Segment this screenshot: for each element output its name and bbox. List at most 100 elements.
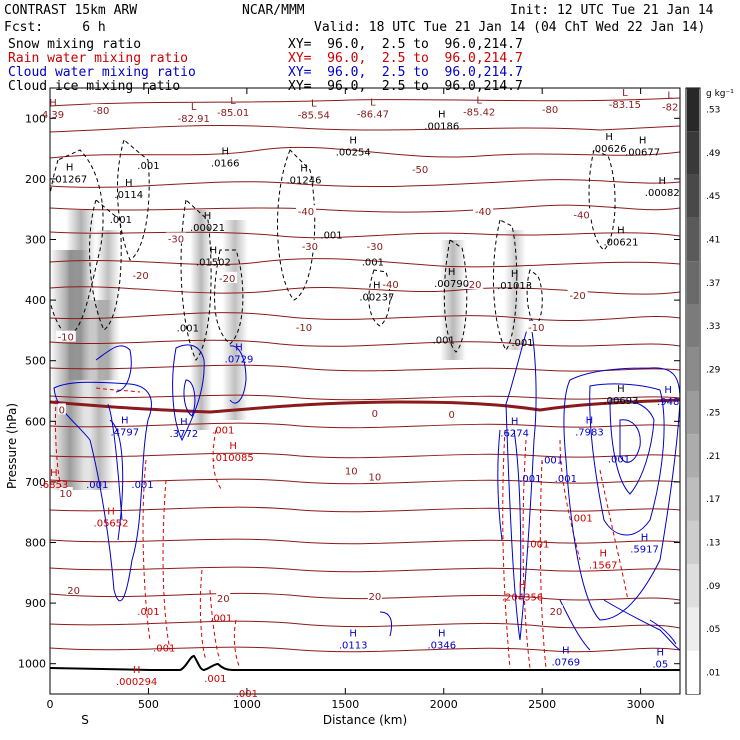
x-tick-label: 2500 [528,698,556,711]
extremum-value: .6853 [40,480,69,491]
isotherm-label-bg [91,104,112,116]
y-tick-label: 1000 [18,658,46,671]
isotherm-label-bg [463,277,484,289]
extremum-value: .0114 [114,190,143,201]
endpoint-left-label: S [81,713,89,727]
isotherm-label: 20 [67,586,80,597]
contour-label: .001 [131,480,153,491]
extremum-value: -85.01 [217,108,249,119]
extremum-marker: H [448,267,456,278]
isotherm [50,146,680,159]
extremum-marker: H [235,343,243,354]
contour-label: .001 [86,480,108,491]
cloud-water-contour [229,345,247,404]
isotherm-label: -20 [219,274,235,285]
contour-label: .001 [519,474,541,485]
isotherms [50,97,680,653]
isotherm-label-bg [370,407,379,419]
cloud-water-contour [559,599,591,651]
rain-contour [95,387,141,393]
field-xy-rain: XY= 96.0, 2.5 to 96.0,214.7 [288,51,523,66]
extremum-marker: H [599,549,607,560]
cloud-water-contour [109,419,124,541]
isotherm [50,364,680,372]
isotherm-label-bg [364,239,385,251]
extremum-marker: L [230,96,236,107]
extremum-marker: H [511,269,519,280]
extremum-value: .000294 [116,677,157,688]
extremum-value: .01246 [286,175,321,186]
cloud-ice-contour [493,219,518,351]
rain-contour [599,469,629,601]
colorbar-label: .17 [706,495,720,505]
extremum-marker: H [617,226,625,237]
extremum-marker: H [133,665,141,676]
cloud-ice-contour [588,149,616,251]
isotherm-label: -20 [569,291,585,302]
init-time: Init: 12 UTC Tue 21 Jan 14 [510,3,714,18]
colorbar-unit: g kg⁻¹ [706,89,734,99]
colorbar-label: .49 [706,149,721,159]
colorbar-swatch [687,650,699,694]
freezing-isotherm [50,398,680,414]
extremum-value: .3772 [170,429,199,440]
extremum-value: -83.15 [609,100,641,111]
isotherm-label: 20 [368,592,381,603]
cloud-water-contour [379,611,393,637]
extremum-marker: H [180,417,188,428]
colorbar-label: .13 [706,539,720,549]
isotherm-label-bg [526,320,547,332]
extremum-value: .00790 [434,279,469,290]
cloud-water-contour [95,345,132,393]
colorbar-swatch [687,434,699,478]
cloud-water-contour [649,619,677,645]
contour-label: .001 [555,474,577,485]
contour-label: .001 [570,513,592,524]
contour-label: .001 [511,338,533,349]
isotherm-label: 10 [345,467,358,478]
isotherm-label: -30 [367,242,383,253]
isotherm-label: -40 [382,280,398,291]
isotherm-label-bg [367,590,382,602]
extremum-marker: H [641,532,649,543]
contour-label: .001 [110,215,132,226]
isotherm-label: -40 [573,210,589,221]
isotherm [50,204,680,213]
rain-contour [233,619,241,669]
isotherm-label-bg [367,470,382,482]
colorbar-label: .09 [706,582,721,592]
extremum-value: .0729 [225,355,254,366]
isotherm-label: -50 [412,165,428,176]
extremum-value: .5917 [630,544,659,555]
cloud-water-contour [497,429,503,541]
colorbar-label: .53 [706,106,720,116]
colorbar-swatch [687,607,699,651]
extremum-marker: L [191,102,197,113]
contour-label: .001 [236,689,258,700]
rain-contour [54,399,63,491]
contour-label: .001 [362,258,384,269]
isotherm [50,592,680,601]
extremum-marker: H [519,580,527,591]
snow-band [96,230,120,380]
x-tick-label: 2000 [430,698,458,711]
contour-label: .001 [137,161,159,172]
colorbar-swatch [687,88,699,132]
contour-label: .001 [541,456,563,467]
isotherm-label: -80 [542,105,558,116]
cloud-ice-contour [89,199,122,331]
extremum-marker: H [657,648,665,659]
extremum-marker: H [349,629,357,640]
cloud-water-contour [619,419,641,463]
contour-label: .001 [608,455,630,466]
contour-label: .001 [153,644,175,655]
isotherm-label-bg [58,487,73,499]
field-xy-cloud-ice: XY= 96.0, 2.5 to 96.0,214.7 [288,79,523,94]
extremum-value: .00237 [359,292,394,303]
x-tick-label: 3000 [627,698,655,711]
colorbar-swatch [687,217,699,262]
isotherm [50,538,680,545]
extremum-marker: H [204,211,212,222]
extremum-value: .05 [652,660,668,671]
contour-label: .001 [320,230,342,241]
